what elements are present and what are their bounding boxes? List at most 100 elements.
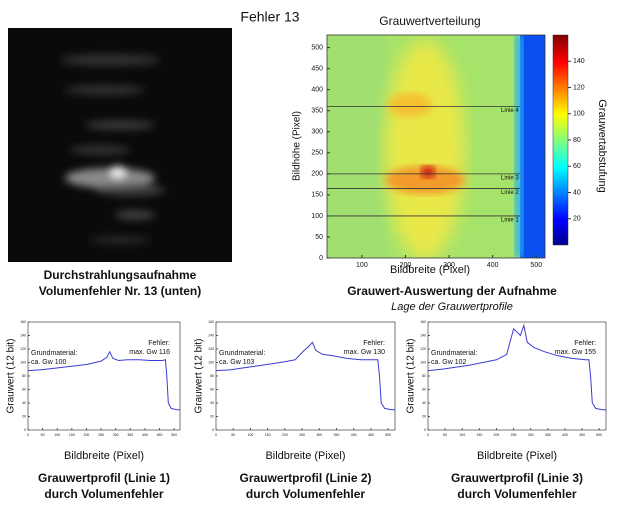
x-tick-label: 250 xyxy=(299,433,305,437)
x-tick-label: 350 xyxy=(334,433,340,437)
y-tick-label: 40 xyxy=(22,401,26,405)
y-tick-label: 450 xyxy=(311,66,323,73)
x-tick-label: 200 xyxy=(282,433,288,437)
caption: Grauwert-Auswertung der Aufnahme xyxy=(347,284,557,298)
x-tick-label: 400 xyxy=(487,262,499,269)
annotation: ca. Gw 103 xyxy=(219,359,255,366)
caption: durch Volumenfehler xyxy=(246,487,365,501)
annotation: max. Gw 155 xyxy=(555,349,596,356)
plot-frame xyxy=(27,321,181,431)
annotation: max. Gw 116 xyxy=(129,349,170,356)
y-tick-label: 400 xyxy=(311,87,323,94)
caption: durch Volumenfehler xyxy=(44,487,163,501)
profile-label: Linie 3 xyxy=(501,175,519,181)
x-axis-label: Bildbreite (Pixel) xyxy=(477,450,557,462)
x-tick-label: 150 xyxy=(265,433,271,437)
colorbar-tick-label: 20 xyxy=(573,216,581,223)
colorbar-tick-label: 120 xyxy=(573,84,585,91)
x-tick-label: 350 xyxy=(127,433,133,437)
y-axis-label: Bildhöhe (Pixel) xyxy=(292,111,303,181)
plot-frame xyxy=(427,321,607,431)
caption: Grauwertprofil (Linie 3) xyxy=(451,471,583,485)
y-tick-label: 160 xyxy=(208,320,214,324)
profile-label: Linie 1 xyxy=(501,218,519,224)
y-tick-label: 300 xyxy=(311,129,323,136)
caption: Durchstrahlungsaufnahme xyxy=(44,268,197,282)
y-tick-label: 60 xyxy=(22,387,26,391)
x-tick-label: 300 xyxy=(113,433,119,437)
x-tick-label: 0 xyxy=(215,433,217,437)
colorbar-tick-label: 80 xyxy=(573,137,581,144)
y-tick-label: 120 xyxy=(20,347,26,351)
y-tick-label: 500 xyxy=(311,44,323,51)
y-tick-label: 100 xyxy=(311,213,323,220)
annotation: ca. Gw 100 xyxy=(31,359,67,366)
x-tick-label: 500 xyxy=(385,433,391,437)
y-tick-label: 20 xyxy=(422,414,426,418)
x-tick-label: 400 xyxy=(351,433,357,437)
profile-line xyxy=(215,341,395,411)
y-tick-label: 60 xyxy=(422,387,426,391)
y-tick-label: 0 xyxy=(319,255,323,262)
x-tick-label: 250 xyxy=(98,433,104,437)
x-tick-label: 200 xyxy=(400,262,412,269)
x-tick-label: 150 xyxy=(476,433,482,437)
x-tick-label: 100 xyxy=(54,433,60,437)
x-tick-label: 450 xyxy=(579,433,585,437)
y-tick-label: 150 xyxy=(311,192,323,199)
annotation: Grundmaterial: xyxy=(431,350,477,357)
y-tick-label: 140 xyxy=(20,333,26,337)
x-tick-label: 50 xyxy=(443,433,447,437)
profile-label: Linie 4 xyxy=(501,108,519,114)
x-tick-label: 0 xyxy=(427,433,429,437)
x-tick-label: 100 xyxy=(248,433,254,437)
y-axis-label: Grauwert (12 bit) xyxy=(6,338,17,413)
x-tick-label: 400 xyxy=(142,433,148,437)
x-tick-label: 300 xyxy=(443,262,455,269)
colorbar xyxy=(552,34,569,246)
y-tick-label: 40 xyxy=(422,401,426,405)
heatmap-image xyxy=(327,35,545,258)
x-tick-label: 150 xyxy=(69,433,75,437)
colorbar-tick-label: 140 xyxy=(573,58,585,65)
plot-frame xyxy=(215,321,396,431)
y-tick-label: 100 xyxy=(420,360,426,364)
x-tick-label: 500 xyxy=(171,433,177,437)
x-tick-label: 0 xyxy=(27,433,29,437)
x-axis-label: Bildbreite (Pixel) xyxy=(390,264,470,276)
caption: Volumenfehler Nr. 13 (unten) xyxy=(39,284,201,298)
y-axis-label: Grauwert (12 bit) xyxy=(406,338,417,413)
x-tick-label: 250 xyxy=(511,433,517,437)
y-tick-label: 160 xyxy=(420,320,426,324)
x-tick-label: 50 xyxy=(41,433,45,437)
y-axis-label: Grauwert (12 bit) xyxy=(194,338,205,413)
profile-label: Linie 2 xyxy=(501,190,519,196)
y-tick-label: 20 xyxy=(22,414,26,418)
x-tick-label: 200 xyxy=(84,433,90,437)
subcaption: Lage der Grauwertprofile xyxy=(391,301,513,313)
y-tick-label: 80 xyxy=(210,374,214,378)
x-axis-label: Bildbreite (Pixel) xyxy=(265,450,345,462)
annotation: Grundmaterial: xyxy=(31,350,77,357)
y-tick-label: 200 xyxy=(311,171,323,178)
figure-title: Fehler 13 xyxy=(240,9,299,25)
y-tick-label: 160 xyxy=(20,320,26,324)
x-tick-label: 300 xyxy=(528,433,534,437)
x-tick-label: 50 xyxy=(231,433,235,437)
profile-line xyxy=(427,323,606,411)
x-tick-label: 450 xyxy=(157,433,163,437)
y-tick-label: 120 xyxy=(420,347,426,351)
y-tick-label: 250 xyxy=(311,150,323,157)
annotation: Grundmaterial: xyxy=(219,350,265,357)
annotation: Fehler: xyxy=(574,340,596,347)
annotation: max. Gw 130 xyxy=(344,349,385,356)
profile-line xyxy=(27,350,180,411)
x-tick-label: 400 xyxy=(562,433,568,437)
x-tick-label: 100 xyxy=(356,262,368,269)
annotation: ca. Gw 102 xyxy=(431,359,467,366)
caption: Grauwertprofil (Linie 1) xyxy=(38,471,170,485)
y-tick-label: 120 xyxy=(208,347,214,351)
x-tick-label: 500 xyxy=(596,433,602,437)
x-tick-label: 500 xyxy=(530,262,542,269)
caption: Grauwertprofil (Linie 2) xyxy=(239,471,371,485)
